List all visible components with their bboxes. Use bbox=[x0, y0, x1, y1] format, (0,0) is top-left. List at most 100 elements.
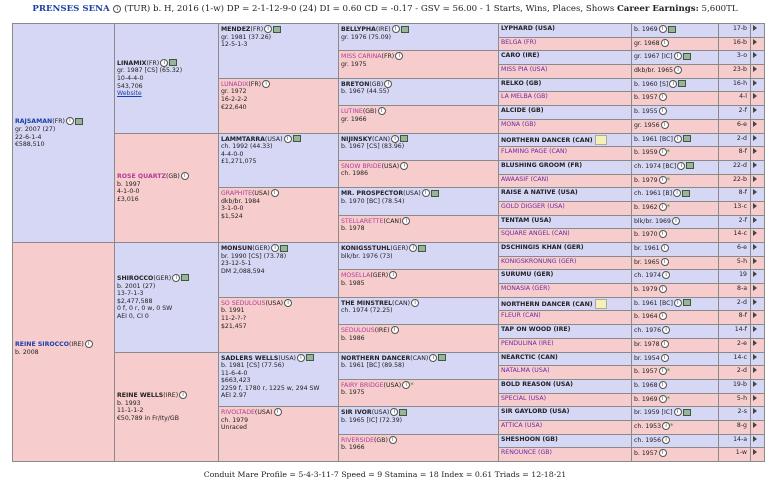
gen5-name-5[interactable]: LA MELBA (GB) bbox=[501, 93, 548, 101]
photo-icon[interactable] bbox=[430, 189, 439, 197]
gen3-name-7[interactable]: RIVOLTADE bbox=[221, 409, 255, 417]
photo-icon[interactable] bbox=[682, 189, 691, 197]
gen5-arrow-cell[interactable] bbox=[750, 132, 765, 148]
info-icon[interactable]: i bbox=[273, 408, 282, 417]
gen4-name-15[interactable]: RIVERSIDE bbox=[341, 436, 374, 444]
gen5-name-2[interactable]: CARO (IRE) bbox=[501, 52, 540, 60]
info-icon[interactable]: i bbox=[389, 271, 398, 280]
info-icon[interactable]: i bbox=[658, 394, 667, 403]
gen3-name-4[interactable]: MONSUN bbox=[221, 245, 253, 252]
info-icon[interactable]: i bbox=[658, 25, 667, 33]
info-icon[interactable]: i bbox=[662, 435, 671, 444]
expand-arrow-icon[interactable] bbox=[753, 326, 757, 333]
info-icon[interactable]: i bbox=[673, 134, 682, 143]
info-icon[interactable]: i bbox=[388, 435, 397, 444]
gen5-arrow-cell[interactable] bbox=[750, 406, 765, 421]
gen5-arrow-cell[interactable] bbox=[750, 64, 765, 79]
gen5-name-18[interactable]: SURUMU (GER) bbox=[501, 271, 554, 279]
gen1-name-0[interactable]: RAJSAMAN bbox=[15, 118, 53, 126]
expand-arrow-icon[interactable] bbox=[753, 367, 757, 374]
gen5-name-13[interactable]: GOLD DIGGER (USA) bbox=[501, 202, 565, 210]
info-icon[interactable]: i bbox=[660, 353, 669, 362]
expand-arrow-icon[interactable] bbox=[753, 449, 757, 456]
gen2-name-1[interactable]: ROSE QUARTZ bbox=[117, 173, 166, 181]
gen5-name-14[interactable]: TENTAM (USA) bbox=[501, 216, 552, 224]
expand-arrow-icon[interactable] bbox=[753, 161, 757, 168]
gen5-arrow-cell[interactable] bbox=[750, 200, 765, 216]
gen5-name-17[interactable]: KONIGSKRONUNG (GER) bbox=[501, 257, 577, 265]
expand-arrow-icon[interactable] bbox=[753, 134, 757, 141]
info-icon[interactable]: i bbox=[402, 380, 411, 389]
info-icon[interactable]: i bbox=[658, 107, 667, 116]
info-icon[interactable]: i bbox=[671, 216, 680, 225]
expand-arrow-icon[interactable] bbox=[753, 435, 757, 442]
info-icon[interactable]: i bbox=[283, 134, 292, 143]
info-icon[interactable]: i bbox=[673, 298, 682, 307]
info-icon[interactable]: i bbox=[429, 353, 438, 362]
gen5-arrow-cell[interactable] bbox=[750, 173, 765, 189]
photo-icon[interactable] bbox=[74, 117, 83, 125]
gen2-name-2[interactable]: SHIROCCO bbox=[117, 274, 154, 282]
expand-arrow-icon[interactable] bbox=[753, 353, 757, 360]
gen4-name-9[interactable]: MOSELLA bbox=[341, 272, 371, 280]
expand-arrow-icon[interactable] bbox=[753, 244, 757, 250]
photo-icon[interactable] bbox=[273, 25, 282, 33]
gen5-arrow-cell[interactable] bbox=[750, 447, 765, 462]
gen5-arrow-cell[interactable] bbox=[750, 365, 765, 380]
gen4-name-7[interactable]: STELLARETTE bbox=[341, 217, 384, 225]
gen5-name-0[interactable]: LYPHARD (USA) bbox=[501, 25, 555, 32]
gen4-name-12[interactable]: NORTHERN DANCER bbox=[341, 354, 411, 362]
gen5-name-6[interactable]: ALCIDE (GB) bbox=[501, 107, 544, 115]
gen5-arrow-cell[interactable] bbox=[750, 378, 765, 394]
info-icon[interactable]: i bbox=[658, 449, 667, 458]
gen4-name-14[interactable]: SIR IVOR bbox=[341, 409, 372, 417]
expand-arrow-icon[interactable] bbox=[753, 421, 757, 428]
info-icon[interactable]: i bbox=[264, 25, 273, 33]
photo-icon[interactable] bbox=[682, 135, 691, 142]
photo-icon[interactable] bbox=[438, 354, 447, 361]
info-icon[interactable]: i bbox=[673, 408, 682, 417]
info-icon[interactable]: i bbox=[658, 202, 667, 211]
expand-arrow-icon[interactable] bbox=[753, 120, 757, 127]
gen4-name-13[interactable]: FAIRY BRIDGE bbox=[341, 381, 384, 389]
photo-icon[interactable] bbox=[682, 299, 691, 307]
info-icon[interactable]: i bbox=[662, 326, 671, 335]
info-icon[interactable]: i bbox=[262, 79, 271, 88]
expand-arrow-icon[interactable] bbox=[753, 202, 757, 209]
gen5-name-24[interactable]: NEARCTIC (CAN) bbox=[501, 353, 558, 361]
gen5-arrow-cell[interactable] bbox=[750, 159, 765, 175]
info-icon[interactable]: i bbox=[677, 161, 686, 170]
gen5-arrow-cell[interactable] bbox=[750, 351, 765, 367]
info-icon[interactable]: i bbox=[658, 230, 667, 239]
gen5-name-11[interactable]: AWAASIF (CAN) bbox=[501, 175, 549, 183]
info-icon[interactable]: i bbox=[160, 58, 169, 67]
horse-name[interactable]: PRENSES SENA bbox=[32, 4, 110, 14]
info-icon[interactable]: i bbox=[658, 175, 667, 184]
info-icon[interactable]: i bbox=[271, 244, 280, 252]
gen3-name-3[interactable]: GRAPHITE bbox=[221, 190, 252, 198]
gen5-arrow-cell[interactable] bbox=[750, 105, 765, 120]
gen5-arrow-cell[interactable] bbox=[750, 392, 765, 408]
gen5-arrow-cell[interactable] bbox=[750, 118, 765, 134]
info-icon[interactable]: i bbox=[673, 189, 682, 198]
gen4-name-8[interactable]: KONIGSSTUHL bbox=[341, 245, 391, 252]
gen5-arrow-cell[interactable] bbox=[750, 242, 765, 257]
photo-icon[interactable] bbox=[181, 274, 190, 282]
info-icon[interactable]: i bbox=[658, 285, 667, 294]
info-icon[interactable]: i bbox=[421, 189, 430, 198]
info-icon[interactable]: i bbox=[409, 244, 418, 252]
gen5-name-4[interactable]: RELKO (GB) bbox=[501, 79, 542, 87]
info-icon[interactable]: i bbox=[270, 189, 279, 198]
gen2-name-3[interactable]: REINE WELLS bbox=[117, 392, 164, 400]
info-icon[interactable]: i bbox=[296, 353, 305, 362]
info-icon[interactable]: i bbox=[391, 25, 400, 33]
photo-icon[interactable] bbox=[305, 354, 314, 361]
info-icon[interactable]: i bbox=[658, 148, 667, 157]
expand-arrow-icon[interactable] bbox=[753, 189, 757, 196]
gen5-name-22[interactable]: TAP ON WOOD (IRE) bbox=[501, 326, 571, 334]
expand-arrow-icon[interactable] bbox=[753, 66, 757, 73]
expand-arrow-icon[interactable] bbox=[753, 257, 757, 264]
expand-arrow-icon[interactable] bbox=[753, 107, 757, 114]
gen5-name-29[interactable]: ATTICA (USA) bbox=[501, 421, 543, 429]
info-icon[interactable]: i bbox=[390, 326, 399, 335]
